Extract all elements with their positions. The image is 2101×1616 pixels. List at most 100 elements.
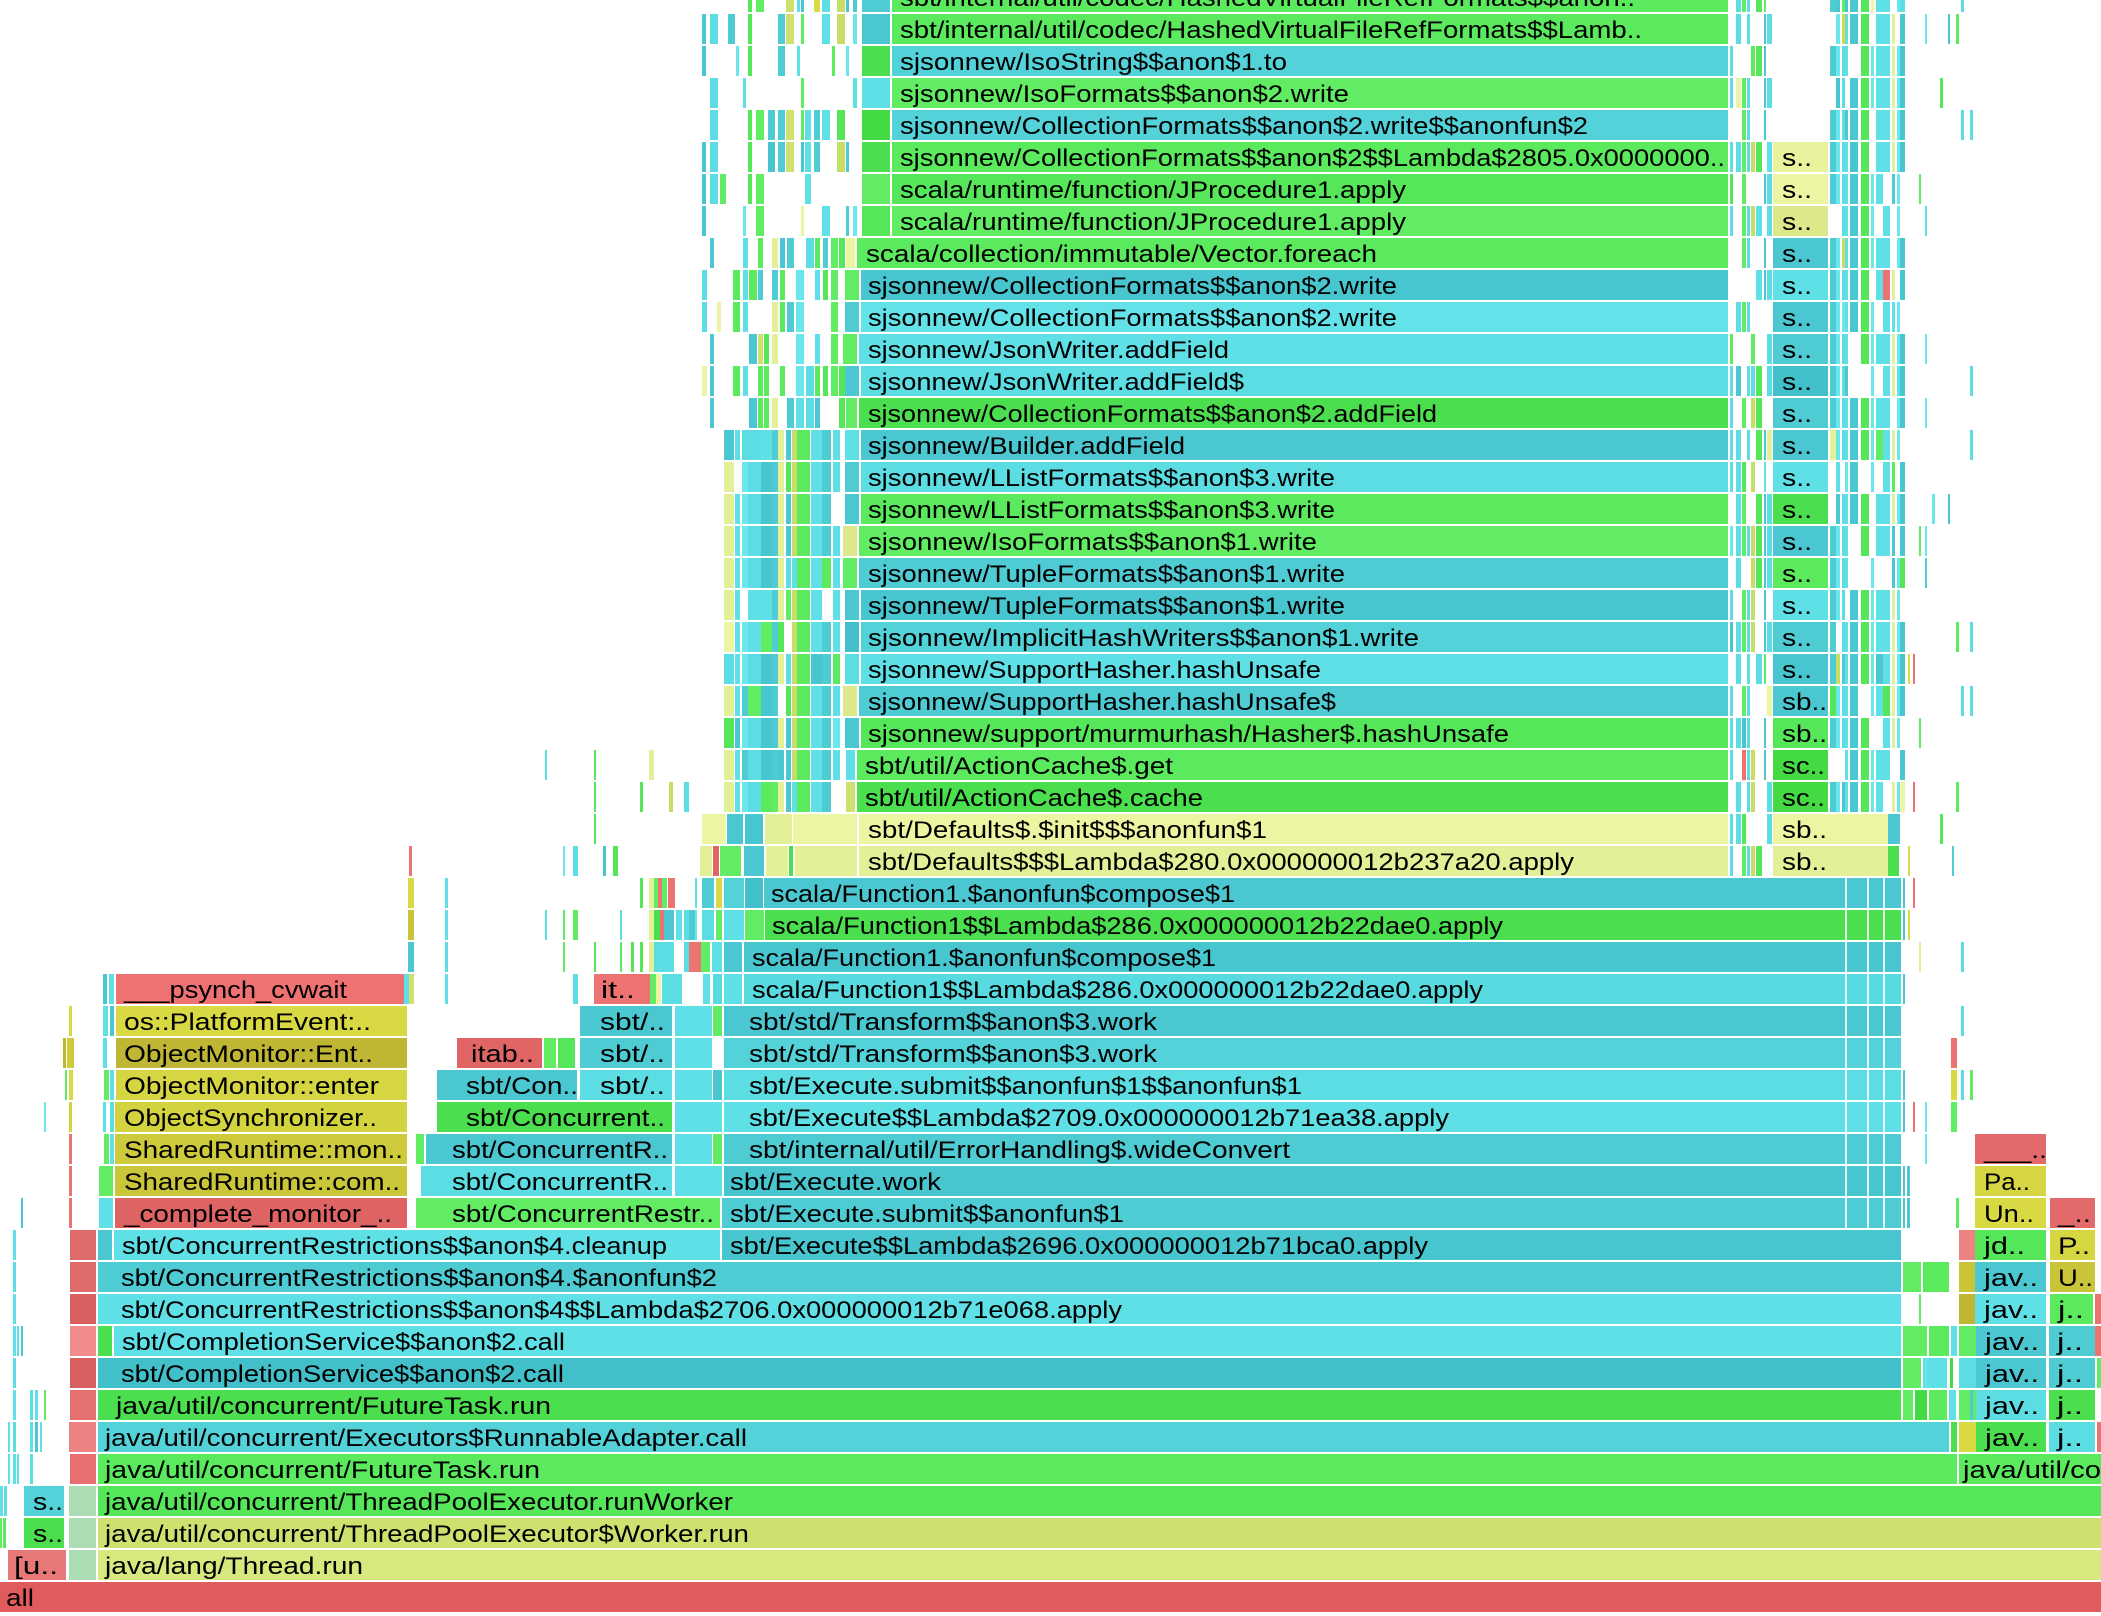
svg-text:U..: U..: [2058, 1265, 2093, 1292]
svg-text:sbt/std/Transform$$anon$3.work: sbt/std/Transform$$anon$3.work: [749, 1009, 1158, 1036]
svg-text:sbt/Concurrent..: sbt/Concurrent..: [466, 1105, 665, 1132]
svg-text:s..: s..: [1782, 433, 1812, 460]
svg-text:s..: s..: [1782, 561, 1812, 588]
svg-text:sbt/Execute.submit$$anonfun$1: sbt/Execute.submit$$anonfun$1: [730, 1201, 1124, 1228]
svg-text:sbt/internal/util/codec/Hashed: sbt/internal/util/codec/HashedVirtualFil…: [900, 17, 1642, 44]
svg-text:sbt/..: sbt/..: [600, 1041, 665, 1068]
svg-text:s..: s..: [1782, 401, 1812, 428]
svg-text:sbt/CompletionService$$anon$2.: sbt/CompletionService$$anon$2.call: [122, 1329, 565, 1356]
svg-text:s..: s..: [1782, 145, 1812, 172]
svg-text:sjsonnew/IsoFormats$$anon$2.wr: sjsonnew/IsoFormats$$anon$2.write: [900, 81, 1349, 108]
svg-text:java/util/concurrent/FutureTas: java/util/concurrent/FutureTask.run: [104, 1457, 540, 1484]
svg-text:sbt/Execute.work: sbt/Execute.work: [730, 1169, 942, 1196]
svg-text:sjsonnew/ImplicitHashWriters$$: sjsonnew/ImplicitHashWriters$$anon$1.wri…: [868, 625, 1419, 652]
svg-text:sjsonnew/LListFormats$$anon$3.: sjsonnew/LListFormats$$anon$3.write: [868, 465, 1335, 492]
svg-text:sjsonnew/IsoString$$anon$1.to: sjsonnew/IsoString$$anon$1.to: [900, 49, 1287, 76]
svg-text:scala/runtime/function/JProced: scala/runtime/function/JProcedure1.apply: [900, 177, 1407, 204]
svg-text:sjsonnew/IsoFormats$$anon$1.wr: sjsonnew/IsoFormats$$anon$1.write: [868, 529, 1317, 556]
svg-text:Un..: Un..: [1984, 1201, 2034, 1228]
svg-text:jav..: jav..: [1983, 1297, 2038, 1324]
svg-text:all: all: [6, 1585, 34, 1612]
svg-text:SharedRuntime::com..: SharedRuntime::com..: [124, 1169, 400, 1196]
svg-text:sbt/Execute.submit$$anonfun$1$: sbt/Execute.submit$$anonfun$1$$anonfun$1: [749, 1073, 1302, 1100]
svg-text:_..: _..: [2057, 1201, 2091, 1228]
svg-text:jav..: jav..: [1983, 1265, 2038, 1292]
svg-text:j..: j..: [2056, 1425, 2083, 1452]
svg-text:j..: j..: [2056, 1329, 2083, 1356]
svg-text:java/lang/Thread.run: java/lang/Thread.run: [104, 1553, 363, 1580]
svg-text:sjsonnew/CollectionFormats$$an: sjsonnew/CollectionFormats$$anon$2.write…: [900, 113, 1588, 140]
svg-text:java/util/concurrent/ThreadPoo: java/util/concurrent/ThreadPoolExecutor.…: [104, 1489, 733, 1516]
svg-text:scala/Function1.$anonfun$compo: scala/Function1.$anonfun$compose$1: [752, 945, 1216, 972]
svg-text:sbt/ConcurrentRestr..: sbt/ConcurrentRestr..: [452, 1201, 714, 1228]
svg-text:s..: s..: [1782, 273, 1812, 300]
svg-text:sbt/ConcurrentR..: sbt/ConcurrentR..: [452, 1169, 668, 1196]
svg-text:___..: ___..: [1983, 1137, 2047, 1164]
svg-text:java/util/concurrent/Executors: java/util/concurrent/Executors$RunnableA…: [104, 1425, 747, 1452]
svg-text:Pa..: Pa..: [1984, 1169, 2030, 1196]
svg-text:sjsonnew/CollectionFormats$$an: sjsonnew/CollectionFormats$$anon$2.write: [868, 305, 1397, 332]
svg-text:sjsonnew/SupportHasher.hashUns: sjsonnew/SupportHasher.hashUnsafe: [868, 657, 1321, 684]
svg-text:scala/Function1$$Lambda$286.0x: scala/Function1$$Lambda$286.0x000000012b…: [752, 977, 1484, 1004]
svg-text:sbt/Defaults$.$init$$$anonfun$: sbt/Defaults$.$init$$$anonfun$1: [868, 817, 1267, 844]
svg-text:sb..: sb..: [1782, 689, 1827, 716]
svg-text:sbt/CompletionService$$anon$2.: sbt/CompletionService$$anon$2.call: [121, 1361, 564, 1388]
svg-text:sbt/..: sbt/..: [600, 1009, 665, 1036]
svg-text:s..: s..: [1782, 177, 1812, 204]
svg-text:ObjectMonitor::enter: ObjectMonitor::enter: [124, 1073, 379, 1100]
svg-text:java/util/concurrent/ThreadPoo: java/util/concurrent/ThreadPoolExecutor$…: [104, 1521, 749, 1548]
svg-text:s..: s..: [1782, 209, 1812, 236]
svg-text:ObjectMonitor::Ent..: ObjectMonitor::Ent..: [124, 1041, 373, 1068]
svg-text:sbt/ConcurrentR..: sbt/ConcurrentR..: [452, 1137, 668, 1164]
svg-text:scala/Function1.$anonfun$compo: scala/Function1.$anonfun$compose$1: [771, 881, 1235, 908]
svg-text:sbt/internal/util/codec/Hashed: sbt/internal/util/codec/HashedVirtualFil…: [900, 0, 1635, 12]
svg-text:s..: s..: [1782, 625, 1812, 652]
svg-text:java/util/concurrent/FutureTas: java/util/concurrent/FutureTask.run: [115, 1393, 551, 1420]
svg-text:scala/runtime/function/JProced: scala/runtime/function/JProcedure1.apply: [900, 209, 1407, 236]
svg-text:sbt/..: sbt/..: [600, 1073, 665, 1100]
svg-text:sbt/std/Transform$$anon$3.work: sbt/std/Transform$$anon$3.work: [749, 1041, 1158, 1068]
svg-text:itab..: itab..: [471, 1041, 534, 1068]
svg-text:___psynch_cvwait: ___psynch_cvwait: [123, 977, 347, 1004]
svg-text:jav..: jav..: [1984, 1329, 2039, 1356]
svg-text:sc..: sc..: [1782, 785, 1825, 812]
svg-text:sbt/util/ActionCache$.cache: sbt/util/ActionCache$.cache: [865, 785, 1203, 812]
svg-text:j..: j..: [2056, 1361, 2083, 1388]
svg-text:sjsonnew/Builder.addField: sjsonnew/Builder.addField: [868, 433, 1185, 460]
svg-text:sbt/ConcurrentRestrictions$$an: sbt/ConcurrentRestrictions$$anon$4$$Lamb…: [121, 1297, 1123, 1324]
svg-text:scala/collection/immutable/Vec: scala/collection/immutable/Vector.foreac…: [866, 241, 1377, 268]
svg-text:s..: s..: [33, 1489, 63, 1516]
svg-text:jd..: jd..: [1983, 1233, 2025, 1260]
svg-text:s..: s..: [1782, 369, 1812, 396]
svg-text:sbt/Defaults$$$Lambda$280.0x00: sbt/Defaults$$$Lambda$280.0x000000012b23…: [868, 849, 1575, 876]
svg-text:[u..: [u..: [14, 1553, 58, 1580]
svg-text:os::PlatformEvent:..: os::PlatformEvent:..: [124, 1009, 371, 1036]
svg-text:it..: it..: [601, 977, 635, 1004]
svg-text:sjsonnew/JsonWriter.addField: sjsonnew/JsonWriter.addField: [868, 337, 1229, 364]
svg-text:sbt/ConcurrentRestrictions$$an: sbt/ConcurrentRestrictions$$anon$4.$anon…: [121, 1265, 717, 1292]
svg-text:s..: s..: [1782, 657, 1812, 684]
svg-text:sjsonnew/CollectionFormats$$an: sjsonnew/CollectionFormats$$anon$2$$Lamb…: [900, 145, 1725, 172]
svg-text:sbt/util/ActionCache$.get: sbt/util/ActionCache$.get: [865, 753, 1173, 780]
svg-text:sjsonnew/JsonWriter.addField$: sjsonnew/JsonWriter.addField$: [868, 369, 1244, 396]
svg-text:sjsonnew/SupportHasher.hashUns: sjsonnew/SupportHasher.hashUnsafe$: [868, 689, 1336, 716]
svg-text:P..: P..: [2058, 1233, 2090, 1260]
svg-text:s..: s..: [1782, 305, 1812, 332]
svg-text:sjsonnew/CollectionFormats$$an: sjsonnew/CollectionFormats$$anon$2.addFi…: [868, 401, 1437, 428]
svg-text:sjsonnew/CollectionFormats$$an: sjsonnew/CollectionFormats$$anon$2.write: [868, 273, 1397, 300]
svg-text:sjsonnew/support/murmurhash/Ha: sjsonnew/support/murmurhash/Hasher$.hash…: [868, 721, 1509, 748]
svg-text:s..: s..: [1782, 593, 1812, 620]
svg-text:scala/Function1$$Lambda$286.0x: scala/Function1$$Lambda$286.0x000000012b…: [772, 913, 1504, 940]
svg-text:java/util/co: java/util/co: [1962, 1457, 2101, 1484]
svg-text:s..: s..: [1782, 241, 1812, 268]
svg-text:sjsonnew/TupleFormats$$anon$1.: sjsonnew/TupleFormats$$anon$1.write: [868, 593, 1345, 620]
svg-text:sbt/internal/util/ErrorHandlin: sbt/internal/util/ErrorHandling$.wideCon…: [749, 1137, 1290, 1164]
svg-text:_complete_monitor_..: _complete_monitor_..: [123, 1201, 392, 1228]
svg-text:s..: s..: [1782, 465, 1812, 492]
svg-text:sjsonnew/LListFormats$$anon$3.: sjsonnew/LListFormats$$anon$3.write: [868, 497, 1335, 524]
svg-text:s..: s..: [33, 1521, 63, 1548]
svg-text:s..: s..: [1782, 337, 1812, 364]
svg-text:sjsonnew/TupleFormats$$anon$1.: sjsonnew/TupleFormats$$anon$1.write: [868, 561, 1345, 588]
svg-text:ObjectSynchronizer..: ObjectSynchronizer..: [124, 1105, 377, 1132]
svg-text:SharedRuntime::mon..: SharedRuntime::mon..: [124, 1137, 403, 1164]
